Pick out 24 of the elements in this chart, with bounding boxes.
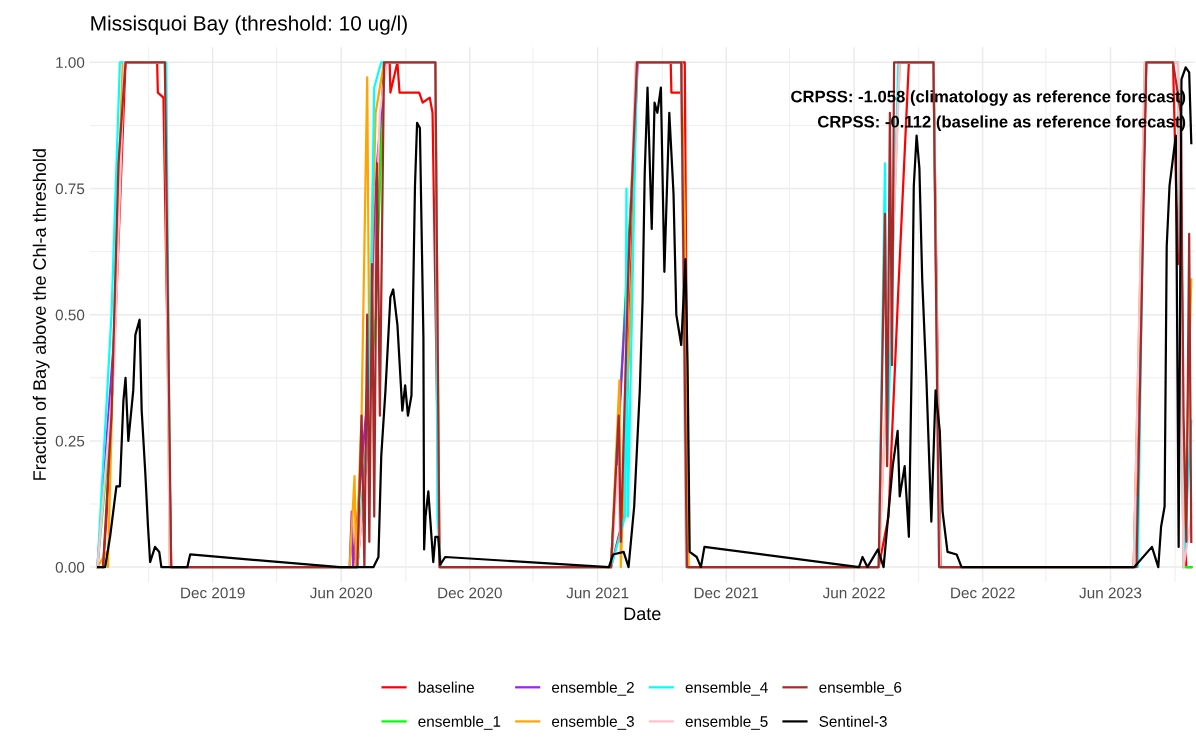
y-tick-label: 0.25 [55, 435, 85, 447]
x-tick-label: Jun 2023 [1079, 587, 1142, 599]
y-tick-label: 1.00 [56, 57, 85, 68]
legend-label: ensemble_5 [685, 715, 768, 730]
x-tick-label: Jun 2022 [822, 587, 885, 599]
x-tick-label: Dec 2019 [181, 587, 245, 599]
x-tick-label: Dec 2021 [694, 587, 759, 599]
legend-label: ensemble_4 [685, 681, 768, 696]
x-tick-label: Jun 2021 [566, 587, 629, 599]
legend-label: baseline [418, 681, 474, 693]
legend-label: Sentinel-3 [819, 715, 887, 727]
legend-label: ensemble_1 [418, 715, 501, 730]
legend-label: ensemble_6 [819, 681, 902, 696]
x-tick-label: Dec 2022 [951, 587, 1015, 599]
legend-label: ensemble_2 [552, 681, 634, 696]
legend-label: ensemble_3 [552, 715, 634, 730]
chart-title: Missisquoi Bay (threshold: 10 ug/l) [91, 15, 407, 35]
x-axis-title: Date [624, 607, 661, 621]
y-tick-label: 0.50 [55, 309, 85, 321]
y-tick-label: 0.75 [55, 183, 85, 195]
y-axis-title: Fraction of Bay above the Chl-a threshold [32, 149, 50, 480]
x-tick-label: Jun 2020 [310, 587, 373, 599]
x-tick-label: Dec 2020 [438, 587, 502, 599]
y-tick-label: 0.00 [55, 561, 85, 573]
